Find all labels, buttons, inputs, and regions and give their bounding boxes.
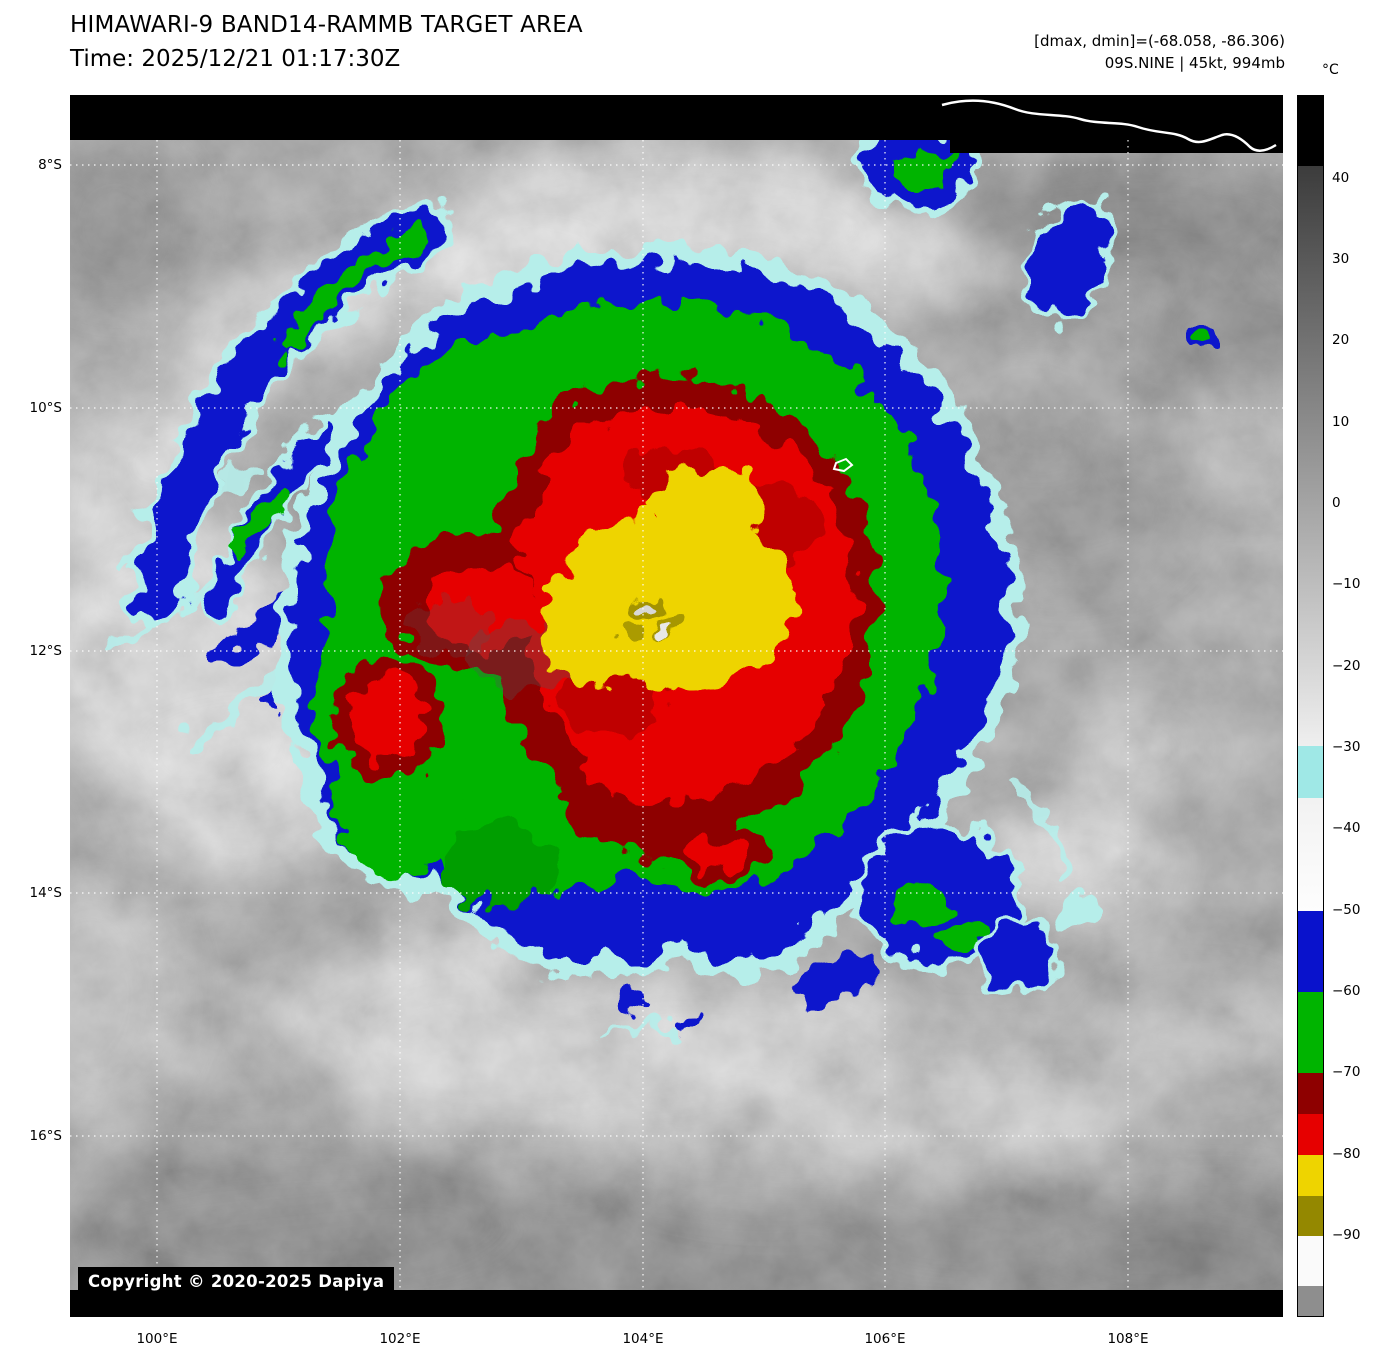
storm-info: 09S.NINE | 45kt, 994mb	[1104, 54, 1285, 72]
page-title: HIMAWARI-9 BAND14-RAMMB TARGET AREA	[70, 12, 583, 38]
colorbar-tick: −90	[1332, 1227, 1361, 1243]
lon-label: 102°E	[379, 1331, 421, 1347]
colorbar-tick: −80	[1332, 1146, 1361, 1162]
colorbar-unit: °C	[1322, 62, 1339, 78]
colorbar-tick: 20	[1332, 332, 1350, 348]
timestamp: Time: 2025/12/21 01:17:30Z	[70, 46, 401, 72]
detached-cells	[623, 121, 1216, 1031]
lat-label: 16°S	[29, 1128, 63, 1144]
header-right: [dmax, dmin]=(-68.058, -86.306) 09S.NINE…	[1034, 30, 1285, 74]
lon-label: 108°E	[1107, 1331, 1149, 1347]
lon-label: 100°E	[136, 1331, 178, 1347]
satellite-map	[0, 95, 1380, 1340]
scan-gap-top	[70, 95, 1283, 153]
copyright: Copyright © 2020-2025 Dapiya	[78, 1267, 395, 1297]
colorbar-tick: 40	[1332, 170, 1350, 186]
lat-label: 8°S	[38, 157, 62, 173]
colorbar-tick: 0	[1332, 495, 1341, 511]
colorbar-tick: −50	[1332, 902, 1361, 918]
lon-label: 104°E	[622, 1331, 664, 1347]
colorbar-tick: −30	[1332, 739, 1361, 755]
lon-label: 106°E	[864, 1331, 906, 1347]
storm-enhancement	[101, 121, 1216, 1039]
colorbar-tick: −10	[1332, 576, 1361, 592]
temperature-colorbar	[1297, 95, 1324, 1317]
colorbar-tick: 30	[1332, 251, 1350, 267]
colorbar-tick: −20	[1332, 658, 1361, 674]
satellite-image	[0, 95, 1380, 1340]
dmax-dmin-readout: [dmax, dmin]=(-68.058, -86.306)	[1034, 32, 1285, 50]
coastline	[941, 99, 1277, 153]
colorbar-tick: −40	[1332, 820, 1361, 836]
lat-label: 10°S	[29, 400, 63, 416]
lat-label: 12°S	[29, 643, 63, 659]
island-outline	[832, 457, 854, 473]
colorbar-tick: −70	[1332, 1064, 1361, 1080]
lat-label: 14°S	[29, 885, 63, 901]
lat-lon-grid	[70, 140, 1283, 1290]
colorbar-tick: −60	[1332, 983, 1361, 999]
colorbar-tick: 10	[1332, 414, 1350, 430]
yellow-core	[539, 467, 791, 692]
